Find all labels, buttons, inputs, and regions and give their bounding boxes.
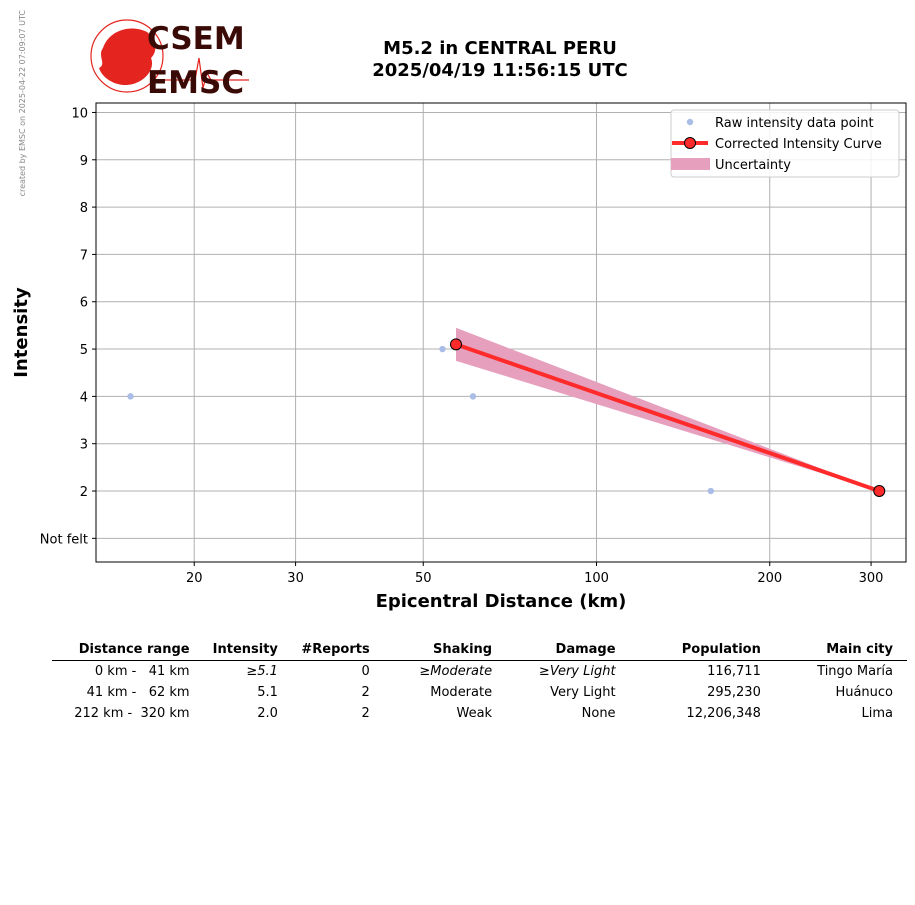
legend-raw-label: Raw intensity data point [715,116,874,131]
y-tick-label: 8 [80,201,88,216]
y-tick-label: 10 [71,106,88,121]
uncertainty-band [455,327,880,492]
y-tick-label: Not felt [40,532,88,547]
raw-data-point [469,393,477,400]
cell-city: Lima [861,706,893,721]
plot-frame [95,102,907,563]
legend-raw-marker [686,118,694,126]
csem-emsc-logo: CSEM EMSC [90,19,249,100]
intensity-table: Distance range Intensity #Reports Shakin… [52,640,907,724]
col-shaking: Shaking [433,642,493,657]
corrected-intensity-marker [449,338,462,351]
y-tick-label: 5 [80,343,88,358]
cell-intensity: ≥5.1 [246,664,278,679]
cell-city: Tingo María [817,664,893,679]
x-tick-label: 300 [859,571,884,586]
x-tick-label: 30 [287,571,304,586]
legend-curve-label: Corrected Intensity Curve [715,137,882,152]
cell-city: Huánuco [835,685,893,700]
cell-reports: 0 [361,664,370,679]
x-tick-label: 200 [757,571,782,586]
col-damage: Damage [555,642,616,657]
cell-intensity: 2.0 [257,706,278,721]
raw-data-point [439,345,446,353]
title-line-2: 2025/04/19 11:56:15 UTC [372,60,628,81]
col-distance: Distance range [78,642,190,657]
cell-distance: 0 km - 41 km [94,664,190,679]
cell-shaking: Moderate [430,685,493,700]
col-population: Population [681,642,761,657]
logo-text-bottom: EMSC [147,65,244,100]
y-tick-label: 4 [80,390,88,405]
corrected-intensity-marker [873,485,886,498]
cell-shaking: ≥Moderate [419,664,493,679]
y-tick-label: 6 [80,296,88,311]
corrected-intensity-line [453,342,882,494]
table-row: 41 km - 62 km 5.1 2 Moderate Very Light … [52,682,907,703]
legend-uncertainty-label: Uncertainty [715,158,791,173]
legend-curve-marker [684,137,696,149]
y-tick-label: 9 [80,154,88,169]
table-row: 0 km - 41 km ≥5.1 0 ≥Moderate ≥Very Ligh… [52,661,907,683]
raw-data-point [707,487,715,495]
table-header-row: Distance range Intensity #Reports Shakin… [52,640,907,661]
y-tick-label: 3 [80,438,88,453]
cell-population: 12,206,348 [686,706,761,721]
table-row: 212 km - 320 km 2.0 2 Weak None 12,206,3… [52,703,907,724]
col-main-city: Main city [826,642,893,657]
cell-damage: ≥Very Light [538,664,616,679]
cell-population: 116,711 [707,664,761,679]
col-intensity: Intensity [212,642,278,657]
cell-shaking: Weak [456,706,493,721]
intensity-chart: 20 30 50 100 200 300 Not felt 2 3 4 5 6 7 8 9 10 Epicent… [11,102,907,612]
y-tick-label: 2 [80,485,88,500]
cell-population: 295,230 [707,685,761,700]
logo-text-top: CSEM [147,21,245,57]
cell-intensity: 5.1 [257,685,278,700]
x-tick-label: 20 [186,571,203,586]
x-tick-label: 100 [584,571,609,586]
chart-title: M5.2 in CENTRAL PERU 2025/04/19 11:56:15… [300,38,700,82]
title-line-1: M5.2 in CENTRAL PERU [383,38,617,59]
x-axis-label: Epicentral Distance (km) [376,591,627,612]
cell-damage: Very Light [550,685,616,700]
legend-box [670,109,900,178]
raw-data-point [127,393,134,400]
col-reports: #Reports [301,642,370,657]
x-tick-label: 50 [415,571,432,586]
legend-uncertainty-swatch [671,158,710,170]
cell-reports: 2 [361,685,370,700]
y-axis-label: Intensity [11,287,32,378]
cell-distance: 212 km - 320 km [74,706,190,721]
cell-damage: None [581,706,616,721]
cell-distance: 41 km - 62 km [86,685,190,700]
cell-reports: 2 [361,706,370,721]
y-tick-label: 7 [80,248,88,263]
